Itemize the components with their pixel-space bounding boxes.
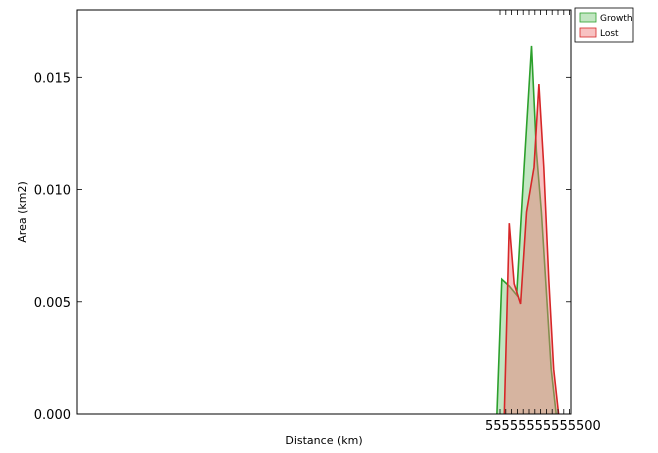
plot-frame — [76, 9, 572, 415]
legend-swatch-growth — [579, 12, 597, 23]
x-axis-label: Distance (km) — [285, 434, 362, 447]
series-line-growth — [496, 45, 557, 415]
y-tick-label: 0.000 — [34, 408, 71, 423]
series-layer — [496, 45, 560, 415]
series-line-lost — [503, 84, 560, 415]
y-axis-label: Area (km2) — [16, 181, 29, 242]
y-axis-ticks: 0.000 0.005 0.010 0.015 — [34, 71, 571, 423]
y-tick-label: 0.015 — [34, 71, 71, 86]
plot-background — [77, 10, 571, 414]
legend-swatch-lost — [579, 27, 597, 38]
y-tick-label: 0.005 — [34, 296, 71, 311]
legend-label-lost: Lost — [600, 29, 619, 39]
legend-box — [574, 7, 634, 43]
series-area-lost — [504, 84, 559, 414]
legend: Growth Lost — [574, 7, 634, 43]
x-axis-ticks — [499, 10, 570, 414]
legend-label-growth: Growth — [600, 14, 633, 24]
y-tick-label: 0.010 — [34, 184, 71, 199]
x-tick-labels: 55555555555500 — [485, 419, 601, 434]
series-area-growth — [496, 45, 557, 415]
